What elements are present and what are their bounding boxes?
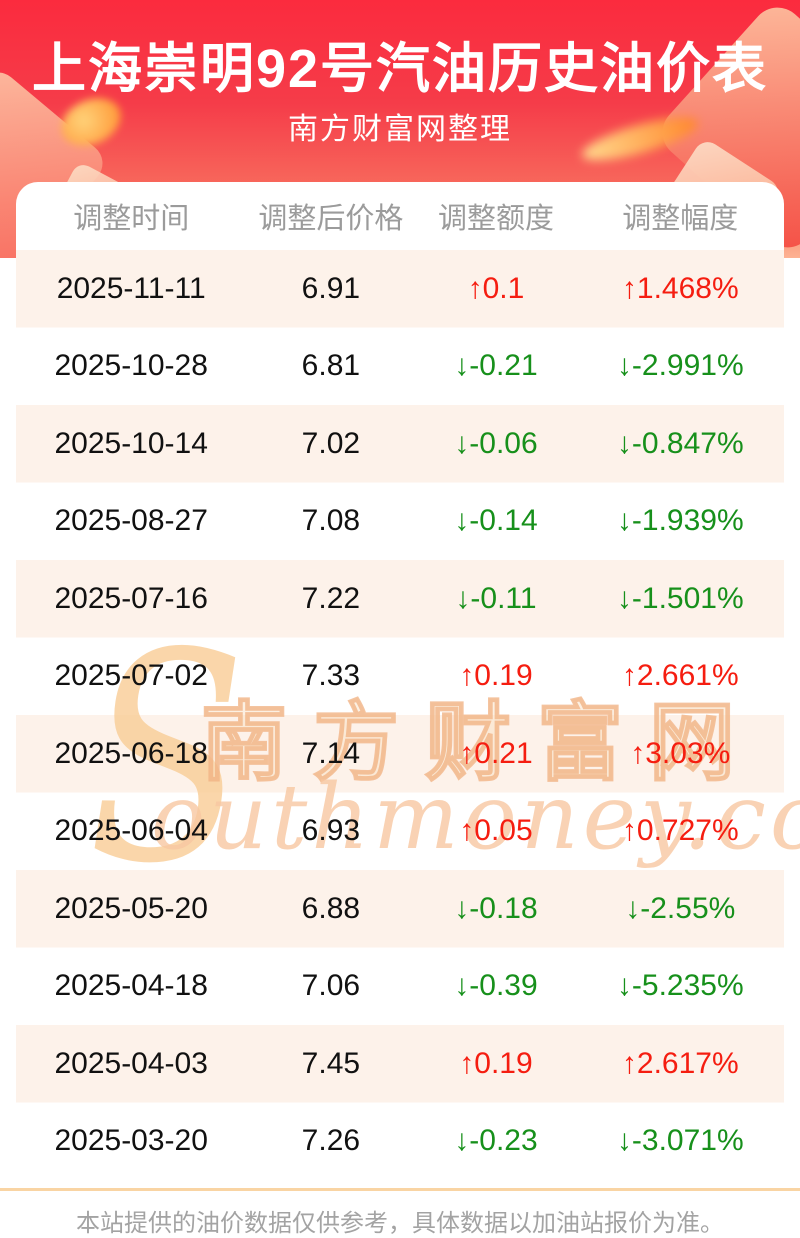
cell-price: 7.06 [301, 969, 361, 1003]
cell-price: 6.93 [301, 814, 361, 848]
cell-change: ↑0.21 [459, 736, 533, 770]
cell-price: 7.08 [301, 504, 361, 538]
column-header-date: 调整时间 [73, 203, 190, 235]
cell-rate: ↓-5.235% [616, 969, 744, 1003]
table-row: 2025-10-28 6.81 ↓-0.21 ↓-2.991% [16, 328, 784, 406]
cell-date: 2025-07-02 [54, 659, 208, 693]
cell-price: 7.33 [301, 659, 361, 693]
cell-change: ↑0.05 [459, 814, 533, 848]
row-stripes [16, 250, 784, 1180]
cell-change: ↓-0.18 [454, 891, 538, 925]
cell-date: 2025-04-03 [54, 1046, 208, 1080]
cell-change: ↑0.1 [467, 271, 525, 305]
cell-price: 7.26 [301, 1124, 361, 1158]
cell-rate: ↓-0.847% [616, 426, 744, 460]
cell-date: 2025-05-20 [54, 891, 208, 925]
cell-change: ↑0.19 [459, 1046, 533, 1080]
column-header-rate: 调整幅度 [622, 203, 739, 235]
cell-price: 6.81 [301, 349, 361, 383]
cell-rate: ↓-1.939% [616, 504, 744, 538]
cell-rate: ↑1.468% [621, 271, 739, 305]
column-header-change: 调整额度 [437, 203, 554, 235]
cell-rate: ↑3.03% [630, 736, 731, 770]
cell-rate: ↓-1.501% [616, 581, 744, 615]
cell-price: 7.45 [301, 1046, 361, 1080]
cell-date: 2025-10-14 [54, 426, 208, 460]
cell-date: 2025-03-20 [54, 1124, 208, 1158]
cell-change: ↓-0.21 [454, 349, 538, 383]
cell-rate: ↑2.661% [621, 659, 739, 693]
cell-date: 2025-08-27 [54, 504, 208, 538]
footer-divider [0, 1188, 800, 1191]
column-header-price: 调整后价格 [258, 203, 404, 235]
table-row: 2025-04-18 7.06 ↓-0.39 ↓-5.235% [16, 948, 784, 1026]
cell-rate: ↓-2.991% [616, 349, 744, 383]
cell-date: 2025-10-28 [54, 349, 208, 383]
cell-rate: ↓-3.071% [616, 1124, 744, 1158]
cell-price: 7.22 [301, 581, 361, 615]
cell-change: ↓-0.39 [454, 969, 538, 1003]
footer-note: 本站提供的油价数据仅供参考，具体数据以加油站报价为准。 [76, 1210, 724, 1237]
cell-rate: ↑0.727% [621, 814, 739, 848]
table-body: 2025-11-11 6.91 ↑0.1 ↑1.468% 2025-10-28 … [16, 250, 784, 1180]
cell-rate: ↑2.617% [621, 1046, 739, 1080]
cell-date: 2025-04-18 [54, 969, 208, 1003]
cell-change: ↓-0.23 [454, 1124, 538, 1158]
cell-price: 7.02 [301, 426, 361, 460]
table-row: 2025-03-20 7.26 ↓-0.23 ↓-3.071% [16, 1103, 784, 1181]
table-row: 2025-07-02 7.33 ↑0.19 ↑2.661% [16, 638, 784, 716]
table-row: 2025-08-27 7.08 ↓-0.14 ↓-1.939% [16, 483, 784, 561]
cell-price: 7.14 [301, 736, 361, 770]
page-subtitle: 南方财富网整理 [288, 113, 512, 146]
table-row: 2025-04-03 7.45 ↑0.19 ↑2.617% [16, 1025, 784, 1103]
cell-change: ↓-0.06 [454, 426, 538, 460]
cell-change: ↓-0.14 [454, 504, 538, 538]
table-row: 2025-05-20 6.88 ↓-0.18 ↓-2.55% [16, 870, 784, 948]
price-table-card: S 南方财富网 outhmoney.com 调整时间 调整后价格 调整额度 调整… [16, 182, 800, 1182]
cell-date: 2025-11-11 [56, 271, 206, 305]
cell-date: 2025-07-16 [54, 581, 208, 615]
table-row: 2025-11-11 6.91 ↑0.1 ↑1.468% [16, 250, 784, 328]
cell-change: ↑0.19 [459, 659, 533, 693]
cell-price: 6.88 [301, 891, 361, 925]
table-row: 2025-07-16 7.22 ↓-0.11 ↓-1.501% [16, 560, 784, 638]
cell-price: 6.91 [301, 271, 361, 305]
table-row: 2025-06-18 7.14 ↑0.21 ↑3.03% [16, 715, 784, 793]
table-row: 2025-10-14 7.02 ↓-0.06 ↓-0.847% [16, 405, 784, 483]
table-header-row: 调整时间 调整后价格 调整额度 调整幅度 [16, 182, 784, 250]
page-title: 上海崇明92号汽油历史油价表 [31, 39, 769, 99]
cell-change: ↓-0.11 [455, 581, 537, 615]
cell-date: 2025-06-04 [54, 814, 208, 848]
table-row: 2025-06-04 6.93 ↑0.05 ↑0.727% [16, 793, 784, 871]
cell-rate: ↓-2.55% [625, 891, 736, 925]
cell-date: 2025-06-18 [54, 736, 208, 770]
